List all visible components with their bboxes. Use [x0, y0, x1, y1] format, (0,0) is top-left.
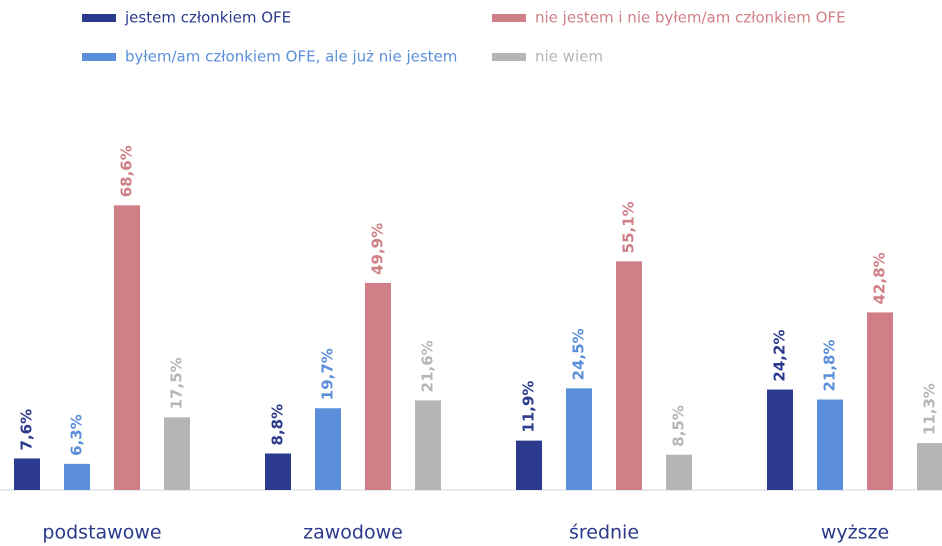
value-label: 11,9%	[520, 381, 538, 433]
value-label: 19,7%	[319, 348, 337, 400]
value-label: 8,5%	[670, 405, 688, 447]
bar	[767, 389, 793, 490]
legend-label: byłem/am członkiem OFE, ale już nie jest…	[125, 48, 457, 66]
bar	[114, 205, 140, 490]
value-label: 24,5%	[570, 328, 588, 380]
bar	[315, 408, 341, 490]
value-label: 49,9%	[369, 223, 387, 275]
value-label: 55,1%	[620, 201, 638, 253]
x-tick-label: zawodowe	[303, 522, 403, 544]
value-label: 68,6%	[118, 145, 136, 197]
value-label: 42,8%	[871, 252, 889, 304]
legend-swatch	[82, 53, 116, 61]
bar	[164, 417, 190, 490]
bar	[616, 261, 642, 490]
bar	[64, 463, 90, 490]
bar	[516, 440, 542, 490]
legend-swatch	[82, 14, 116, 22]
value-label: 21,6%	[419, 340, 437, 392]
x-tick-label: średnie	[569, 522, 639, 544]
legend-label: jestem członkiem OFE	[124, 9, 291, 27]
bar	[14, 458, 40, 490]
bar	[365, 282, 391, 490]
x-tick-label: podstawowe	[42, 522, 161, 544]
legend-label: nie jestem i nie byłem/am członkiem OFE	[535, 9, 846, 27]
value-label: 24,2%	[771, 330, 789, 382]
bar	[666, 454, 692, 490]
legend-swatch	[492, 53, 526, 61]
value-label: 6,3%	[68, 414, 86, 456]
bar	[265, 453, 291, 490]
value-label: 17,5%	[168, 357, 186, 409]
value-label: 11,3%	[921, 383, 939, 435]
bar	[566, 388, 592, 490]
bar	[917, 443, 942, 490]
bar	[867, 312, 893, 490]
legend-swatch	[492, 14, 526, 22]
legend-label: nie wiem	[535, 48, 603, 66]
x-tick-label: wyższe	[821, 522, 889, 544]
value-label: 8,8%	[269, 404, 287, 446]
value-label: 7,6%	[18, 409, 36, 451]
bar	[817, 399, 843, 490]
value-label: 21,8%	[821, 339, 839, 391]
bar	[415, 400, 441, 490]
